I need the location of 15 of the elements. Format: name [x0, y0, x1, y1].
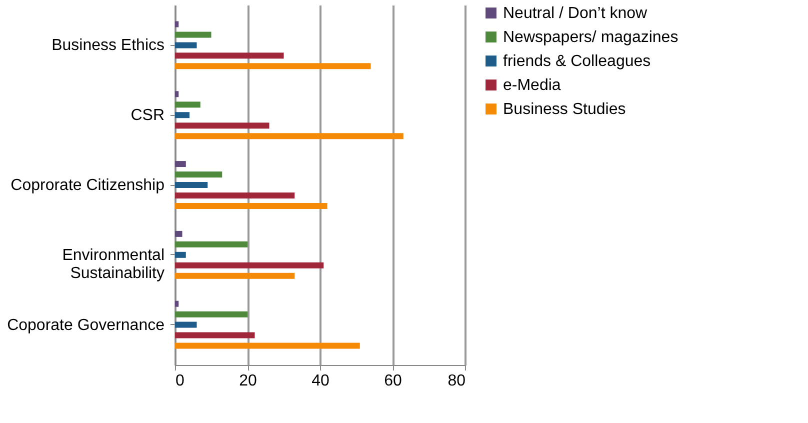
- y-tick-label: CSR: [130, 107, 164, 124]
- legend-label: Neutral / Don’t know: [503, 5, 648, 22]
- y-tick-label: Business Ethics: [52, 37, 164, 54]
- y-tick-label: Coporate Governance: [7, 316, 165, 334]
- x-tick-label: 0: [176, 372, 184, 390]
- x-tick-label: 20: [239, 372, 257, 390]
- x-tick-label: 40: [312, 372, 330, 390]
- y-tick-label: Coprorate Citizenship: [10, 177, 165, 194]
- x-tick-label: 80: [448, 372, 466, 390]
- y-tick-label: Environmental Sustainability: [62, 246, 164, 282]
- legend-label: friends & Colleagues: [503, 53, 651, 70]
- legend-label: Business Studies: [503, 101, 626, 118]
- x-tick-label: 60: [384, 372, 402, 390]
- legend-label: Newspapers/ magazines: [503, 29, 678, 46]
- legend-label: e-Media: [503, 77, 561, 94]
